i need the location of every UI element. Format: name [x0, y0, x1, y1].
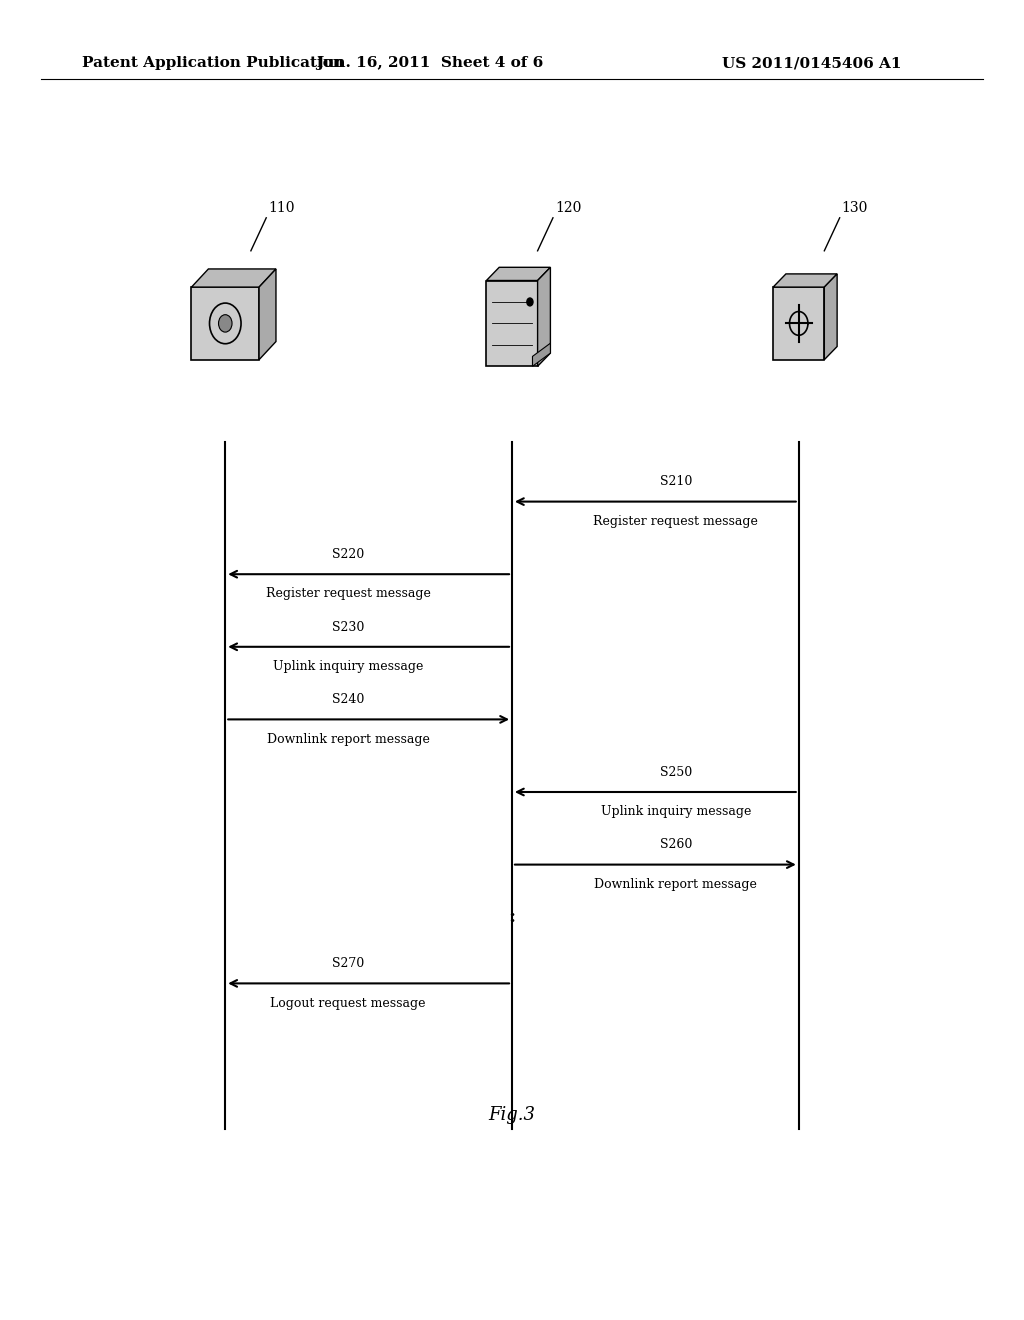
Circle shape: [527, 298, 534, 306]
Polygon shape: [486, 281, 538, 366]
Text: Downlink report message: Downlink report message: [266, 733, 430, 746]
Text: Jun. 16, 2011  Sheet 4 of 6: Jun. 16, 2011 Sheet 4 of 6: [316, 57, 544, 70]
Polygon shape: [773, 288, 824, 359]
Polygon shape: [191, 269, 276, 288]
Text: :: :: [509, 908, 515, 927]
Polygon shape: [191, 288, 259, 359]
Text: Fig.3: Fig.3: [488, 1106, 536, 1125]
Text: Register request message: Register request message: [265, 587, 431, 601]
Text: S230: S230: [332, 620, 365, 634]
Text: Uplink inquiry message: Uplink inquiry message: [273, 660, 423, 673]
Polygon shape: [259, 269, 276, 359]
Polygon shape: [773, 275, 838, 288]
Text: 120: 120: [555, 201, 582, 215]
Text: Uplink inquiry message: Uplink inquiry message: [601, 805, 751, 818]
Polygon shape: [486, 267, 551, 281]
Polygon shape: [538, 267, 551, 366]
Text: Logout request message: Logout request message: [270, 997, 426, 1010]
Text: US 2011/0145406 A1: US 2011/0145406 A1: [722, 57, 901, 70]
Text: S210: S210: [659, 475, 692, 488]
Text: S250: S250: [659, 766, 692, 779]
Polygon shape: [824, 275, 838, 359]
Circle shape: [218, 314, 232, 333]
Text: Register request message: Register request message: [593, 515, 759, 528]
Text: 130: 130: [842, 201, 868, 215]
Text: S220: S220: [332, 548, 365, 561]
Text: S240: S240: [332, 693, 365, 706]
Text: S270: S270: [332, 957, 365, 970]
Text: Patent Application Publication: Patent Application Publication: [82, 57, 344, 70]
Text: Downlink report message: Downlink report message: [594, 878, 758, 891]
Polygon shape: [532, 343, 551, 366]
Text: S260: S260: [659, 838, 692, 851]
Text: 110: 110: [268, 201, 295, 215]
